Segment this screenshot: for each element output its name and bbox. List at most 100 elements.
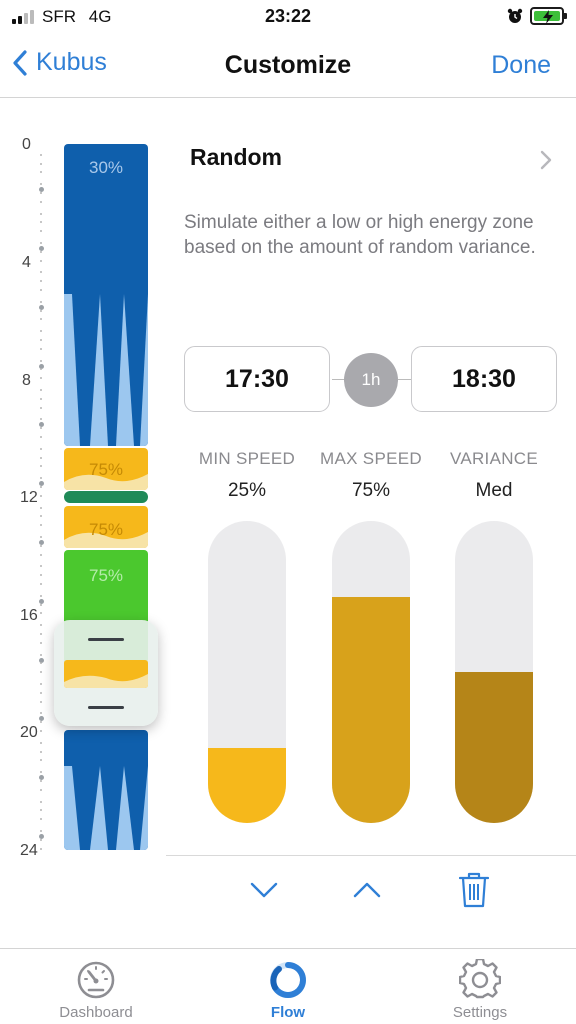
ruler-minor-dot: [40, 759, 42, 762]
ruler-minor-dot: [40, 809, 42, 812]
ruler-minor-dot: [40, 162, 42, 165]
ruler-label: 4: [22, 254, 31, 271]
ruler-label: 24: [20, 842, 38, 859]
status-time: 23:22: [264, 6, 312, 26]
ruler-minor-dot: [40, 494, 42, 497]
ruler-minor-dot: [40, 347, 42, 350]
ruler-minor-dot: [40, 515, 42, 518]
ruler-minor-dot: [40, 271, 42, 274]
min-speed-value: 25%: [227, 480, 267, 501]
tab-dashboard[interactable]: Dashboard: [0, 949, 192, 1024]
ruler-label: 20: [20, 724, 38, 741]
ruler-minor-dot: [40, 212, 42, 215]
dashboard-gauge-icon: [77, 961, 115, 999]
duration-badge: 1h: [344, 353, 398, 407]
ruler-minor-dot: [40, 477, 42, 480]
min-speed-label: MIN SPEED: [198, 449, 296, 468]
ruler-minor-dot: [40, 280, 42, 283]
mode-selector[interactable]: Random: [190, 144, 560, 176]
slider-fill: [208, 747, 286, 823]
ruler-major-dot: [39, 833, 44, 839]
ruler-minor-dot: [40, 838, 42, 841]
ruler-minor-dot: [40, 200, 42, 203]
move-up-button[interactable]: [345, 868, 389, 912]
ruler-minor-dot: [40, 377, 42, 380]
timeline-segment[interactable]: 75%: [64, 448, 148, 490]
tab-flow[interactable]: Flow: [192, 949, 384, 1024]
ruler-minor-dot: [40, 780, 42, 783]
variance-slider[interactable]: [455, 521, 533, 823]
max-speed-slider[interactable]: [332, 521, 410, 823]
segment-resize-handle[interactable]: [54, 620, 158, 726]
tab-settings[interactable]: Settings: [384, 949, 576, 1024]
ruler-minor-dot: [40, 730, 42, 733]
chevron-up-icon: [353, 882, 381, 898]
timeline-segment[interactable]: [64, 730, 148, 850]
end-time-field[interactable]: 18:30: [411, 346, 557, 412]
ruler-major-dot: [39, 657, 44, 663]
drag-handle-icon[interactable]: [88, 706, 124, 709]
ruler-minor-dot: [40, 700, 42, 703]
ruler-minor-dot: [40, 250, 42, 253]
ruler-major-dot: [39, 422, 44, 428]
tab-label: Settings: [452, 1004, 508, 1021]
segment-label: 30%: [88, 158, 124, 177]
tab-bar: Dashboard Flow Settings: [0, 948, 576, 1024]
ruler-minor-dot: [40, 447, 42, 450]
ruler-minor-dot: [40, 330, 42, 333]
ruler-minor-dot: [40, 456, 42, 459]
back-button[interactable]: Kubus: [12, 48, 107, 77]
ruler-minor-dot: [40, 406, 42, 409]
timeline-segment[interactable]: 30%: [64, 144, 148, 446]
flow-ring-icon: [270, 962, 306, 998]
ruler-minor-dot: [40, 712, 42, 715]
ruler-minor-dot: [40, 397, 42, 400]
ruler-minor-dot: [40, 741, 42, 744]
ruler-minor-dot: [40, 486, 42, 489]
ruler-minor-dot: [40, 242, 42, 245]
ruler-minor-dot: [40, 300, 42, 303]
carrier-name: SFR: [42, 7, 76, 26]
ruler-minor-dot: [40, 750, 42, 753]
ruler-minor-dot: [40, 553, 42, 556]
ruler-major-dot: [39, 245, 44, 251]
ruler-major-dot: [39, 598, 44, 604]
navigation-bar: Kubus Customize Done: [0, 34, 576, 98]
variance-value: Med: [475, 480, 513, 501]
min-speed-slider[interactable]: [208, 521, 286, 823]
timeline-separator: [64, 491, 148, 503]
ruler-minor-dot: [40, 653, 42, 656]
ruler-minor-dot: [40, 662, 42, 665]
flow-timeline[interactable]: 30% 75% 75% 75%: [64, 144, 148, 850]
ruler-minor-dot: [40, 171, 42, 174]
move-down-button[interactable]: [242, 868, 286, 912]
ruler-label: 16: [20, 607, 38, 624]
ruler-minor-dot: [40, 418, 42, 421]
ruler-minor-dot: [40, 230, 42, 233]
slider-fill: [332, 596, 410, 823]
ruler-minor-dot: [40, 259, 42, 262]
timeline-segment[interactable]: 75%: [64, 506, 148, 548]
ruler-minor-dot: [40, 691, 42, 694]
wave-pattern: [64, 294, 148, 446]
trash-icon: [459, 872, 489, 908]
ruler-major-dot: [39, 304, 44, 310]
ruler-minor-dot: [40, 583, 42, 586]
alarm-clock-icon: [507, 8, 523, 23]
ruler-minor-dot: [40, 359, 42, 362]
done-button[interactable]: Done: [491, 51, 551, 79]
variance-label: VARIANCE: [449, 449, 539, 468]
ruler-minor-dot: [40, 389, 42, 392]
ruler-minor-dot: [40, 683, 42, 686]
ruler-label: 12: [20, 489, 38, 506]
status-bar: SFR 4G 23:22: [0, 0, 576, 34]
wave-pattern: [64, 766, 148, 850]
ruler-minor-dot: [40, 289, 42, 292]
ruler-major-dot: [39, 363, 44, 369]
delete-button[interactable]: [452, 868, 496, 912]
wave-pattern: [64, 674, 148, 688]
start-time-field[interactable]: 17:30: [184, 346, 330, 412]
mode-title: Random: [190, 144, 282, 170]
drag-handle-icon[interactable]: [88, 638, 124, 641]
charging-bolt-icon: [543, 10, 553, 24]
